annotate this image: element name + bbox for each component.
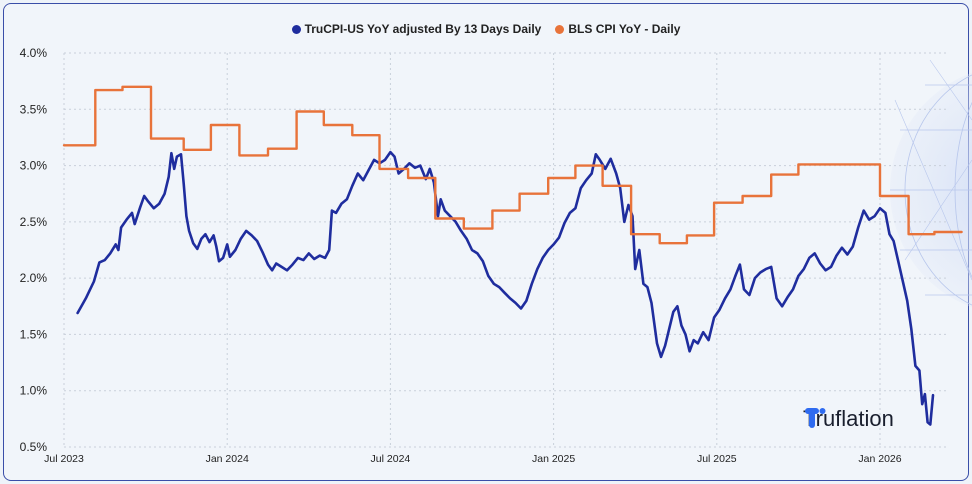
y-tick-label: 3.0% — [20, 159, 48, 173]
x-tick-label: Jan 2025 — [532, 453, 575, 465]
y-tick-label: 4.0% — [20, 46, 48, 60]
y-tick-label: 3.5% — [20, 102, 48, 116]
series-line-trucpi[interactable] — [76, 150, 935, 426]
x-tick-label: Jul 2023 — [44, 453, 84, 465]
x-tick-label: Jan 2024 — [206, 453, 249, 465]
legend-marker-bls — [555, 24, 565, 34]
chart-card — [3, 3, 969, 481]
y-tick-label: 2.0% — [20, 271, 48, 285]
legend-item-bls[interactable]: BLS CPI YoY - Daily — [555, 22, 680, 36]
x-tick-label: Jul 2024 — [371, 453, 411, 465]
x-tick-label: Jan 2026 — [858, 453, 901, 465]
truflation-logo-icon — [805, 408, 826, 428]
y-tick-label: 2.5% — [20, 215, 48, 229]
brand-logo: Truflation — [803, 406, 894, 432]
y-tick-label: 1.0% — [20, 384, 48, 398]
chart-legend: TruCPI-US YoY adjusted By 13 Days Daily … — [0, 22, 972, 36]
x-tick-label: Jul 2025 — [697, 453, 737, 465]
grid — [63, 52, 948, 448]
y-axis: 4.0% 3.5% 3.0% 2.5% 2.0% 1.5% 1.0% 0.5% — [20, 46, 48, 454]
legend-label-bls: BLS CPI YoY - Daily — [568, 22, 681, 36]
legend-item-trucpi[interactable]: TruCPI-US YoY adjusted By 13 Days Daily — [291, 22, 542, 36]
globe-decoration — [890, 59, 972, 308]
legend-label-trucpi: TruCPI-US YoY adjusted By 13 Days Daily — [304, 22, 542, 36]
y-tick-label: 1.5% — [20, 327, 48, 341]
legend-marker-trucpi — [291, 24, 301, 34]
series-group — [62, 85, 963, 426]
series-line-bls[interactable] — [62, 85, 963, 245]
y-tick-label: 0.5% — [20, 440, 48, 454]
x-axis: Jul 2023 Jan 2024 Jul 2024 Jan 2025 Jul 2025… — [44, 453, 902, 465]
